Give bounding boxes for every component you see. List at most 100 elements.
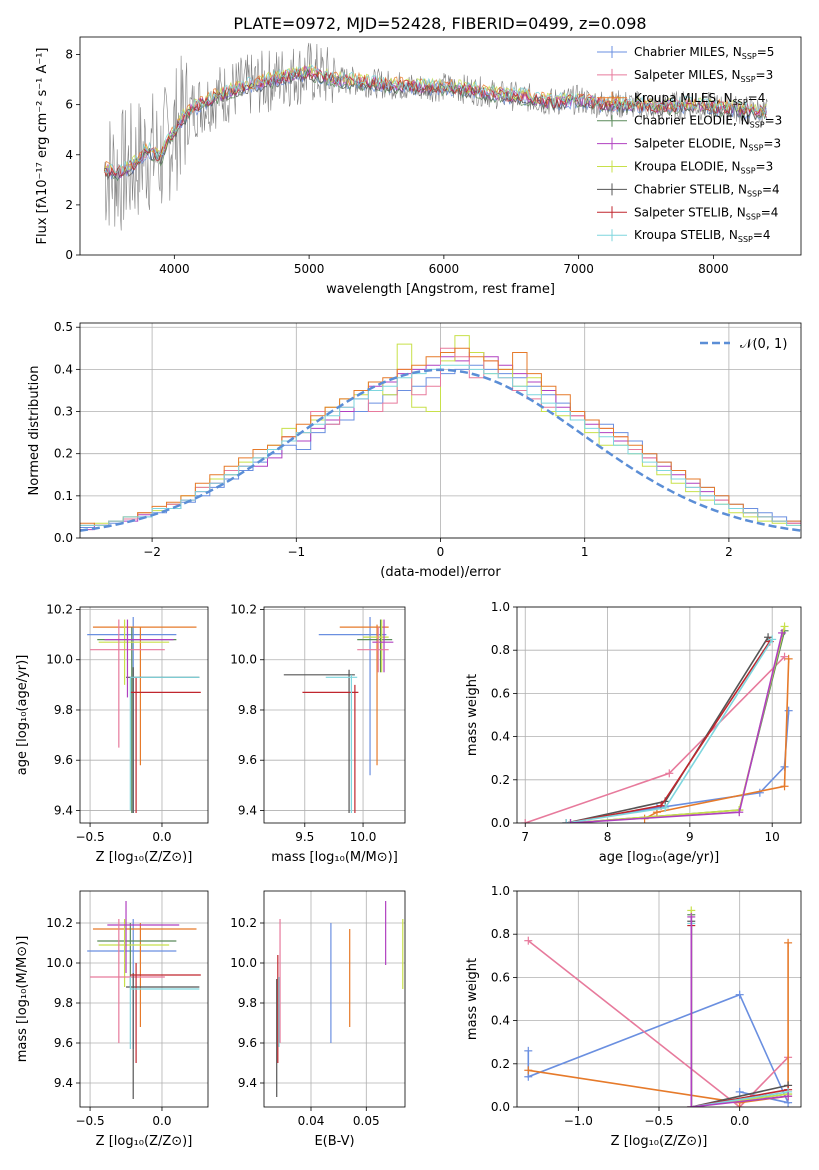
plot-area-mass_vs_Z [87, 901, 201, 1099]
model-spectrum [104, 67, 767, 181]
axes-frame [79, 890, 209, 1108]
x-tick-label: 0 [437, 545, 445, 559]
y-tick-label: 9.8 [54, 703, 73, 717]
x-tick-label: −0.5 [75, 830, 104, 844]
gaussian-curve [80, 368, 801, 532]
y-tick-label: 10.2 [230, 603, 257, 617]
figure-title: PLATE=0972, MJD=52428, FIBERID=0499, z=0… [233, 14, 646, 33]
y-tick-label: 8 [65, 48, 73, 62]
y-tick-label: 9.8 [238, 703, 257, 717]
y-tick-label: 9.4 [238, 803, 257, 817]
x-tick-label: −2 [143, 545, 161, 559]
axes-mass_vs_EBV: 0.04 0.05 9.4 9.6 9.8 10.0 10.2 E(B-V) [230, 890, 406, 1149]
axes-frame [516, 606, 802, 824]
weight-line [528, 942, 789, 1104]
x-axis-label: mass [log₁₀(M/M⊙)] [271, 850, 398, 865]
y-tick-label: 0 [65, 248, 73, 262]
x-tick-label: 7 [521, 830, 529, 844]
y-axis-label: age [log₁₀(age/yr)] [15, 655, 30, 776]
legend-label: Kroupa MILES, NSSP=4 [634, 91, 765, 107]
x-tick-label: 9 [686, 830, 694, 844]
plot-area-age_vs_mass [283, 617, 394, 813]
y-tick-label: 0.1 [54, 489, 73, 503]
y-tick-label: 10.0 [230, 956, 257, 970]
y-tick-label: 9.4 [54, 803, 73, 817]
x-tick-label: 1 [581, 545, 589, 559]
x-tick-label: −0.5 [75, 1114, 104, 1128]
weight-line [527, 940, 789, 1107]
y-tick-label: 10.2 [46, 603, 73, 617]
legend-label: Salpeter MILES, NSSP=3 [634, 68, 773, 84]
x-tick-label: 0.04 [298, 1114, 325, 1128]
weight-line [527, 993, 790, 1104]
plot-area-spectrum [103, 42, 768, 231]
x-axis-label: age [log₁₀(age/yr)] [599, 850, 720, 865]
x-axis-label: Z [log₁₀(Z/Z⊙)] [96, 1134, 193, 1149]
axes-weight_vs_age: 7 8 9 10 0.0 0.2 0.4 0.6 0.8 1.0 age [log₁₀(age/yr… [465, 600, 802, 865]
plot-area-mass_vs_EBV [276, 901, 404, 1097]
axes-weight_vs_Z: −1.0 −0.5 0.0 0.0 0.2 0.4 0.6 0.8 1.0 Z [log₁₀(Z/… [465, 884, 802, 1149]
y-tick-label: 10.2 [46, 916, 73, 930]
y-tick-label: 9.8 [54, 996, 73, 1010]
legend-label: Chabrier ELODIE, NSSP=3 [634, 114, 782, 130]
y-tick-label: 9.6 [238, 1036, 257, 1050]
legend-label: Salpeter STELIB, NSSP=4 [634, 205, 778, 221]
plot-area-weight_vs_age [521, 622, 793, 823]
y-tick-label: 0.2 [491, 1057, 510, 1071]
y-tick-label: 0.0 [491, 1100, 510, 1114]
y-tick-label: 9.4 [238, 1076, 257, 1090]
weight-line [690, 916, 789, 1107]
y-axis-label: mass weight [465, 958, 480, 1040]
y-tick-label: 9.4 [54, 1076, 73, 1090]
legend-label: Kroupa ELODIE, NSSP=3 [634, 160, 773, 176]
x-tick-label: 8000 [698, 262, 729, 276]
x-axis-label: wavelength [Angstrom, rest frame] [326, 282, 555, 297]
x-axis-label: Z [log₁₀(Z/Z⊙)] [611, 1134, 708, 1149]
axes-age_vs_Z: −0.5 0.0 9.4 9.6 9.8 10.0 10.2 Z [log₁₀(Z/Z⊙)] a… [15, 603, 209, 865]
x-tick-label: 0.0 [730, 1114, 749, 1128]
y-axis-label: mass [log₁₀(M/M⊙)] [15, 936, 30, 1063]
y-tick-label: 0.0 [54, 531, 73, 545]
x-tick-label: −1 [287, 545, 305, 559]
x-tick-label: 10 [765, 830, 780, 844]
y-tick-label: 4 [65, 148, 73, 162]
y-tick-label: 0.4 [491, 730, 510, 744]
spectrum-legend: Chabrier MILES, NSSP=5 Salpeter MILES, NS… [597, 45, 782, 244]
axes-frame [263, 606, 406, 824]
histogram-step [80, 347, 801, 526]
y-tick-label: 9.6 [54, 753, 73, 767]
plot-area-weight_vs_Z [524, 906, 793, 1107]
axes-age_vs_mass: 9.5 10.0 9.4 9.6 9.8 10.0 10.2 mass [log₁₀(M/M⊙… [230, 603, 406, 865]
histogram-step [80, 364, 801, 526]
x-tick-label: 0.0 [152, 1114, 171, 1128]
y-tick-label: 0.6 [491, 686, 510, 700]
y-tick-label: 0.6 [491, 970, 510, 984]
y-axis-label: mass weight [465, 674, 480, 756]
x-tick-label: 2 [725, 545, 733, 559]
y-tick-label: 0.8 [491, 927, 510, 941]
x-tick-label: 5000 [294, 262, 325, 276]
weight-line [644, 658, 790, 820]
y-tick-label: 0.4 [491, 1014, 510, 1028]
model-spectrum [104, 64, 767, 175]
y-tick-label: 0.0 [491, 816, 510, 830]
axes-mass_vs_Z: −0.5 0.0 9.4 9.6 9.8 10.0 10.2 Z [log₁₀(Z/Z⊙)] m… [15, 890, 209, 1149]
x-tick-label: 7000 [563, 262, 594, 276]
y-tick-label: 0.4 [54, 362, 73, 376]
legend-label: Kroupa STELIB, NSSP=4 [634, 228, 771, 244]
axes-spectrum: 4000 5000 6000 7000 8000 0 2 4 6 8 wavelength [Ang… [35, 36, 802, 297]
x-tick-label: 6000 [429, 262, 460, 276]
x-tick-label: 9.5 [295, 830, 314, 844]
plot-area-age_vs_Z [87, 617, 201, 813]
model-spectrum [104, 66, 767, 179]
y-tick-label: 10.2 [230, 916, 257, 930]
x-axis-label: Z [log₁₀(Z/Z⊙)] [96, 850, 193, 865]
plot-area-residuals [80, 335, 801, 532]
x-tick-label: 4000 [159, 262, 190, 276]
legend-label: 𝒩(0, 1) [740, 337, 787, 352]
legend-label: Chabrier MILES, NSSP=5 [634, 45, 774, 61]
y-tick-label: 9.6 [54, 1036, 73, 1050]
y-tick-label: 10.0 [46, 653, 73, 667]
y-tick-label: 10.0 [46, 956, 73, 970]
y-tick-label: 0.3 [54, 405, 73, 419]
